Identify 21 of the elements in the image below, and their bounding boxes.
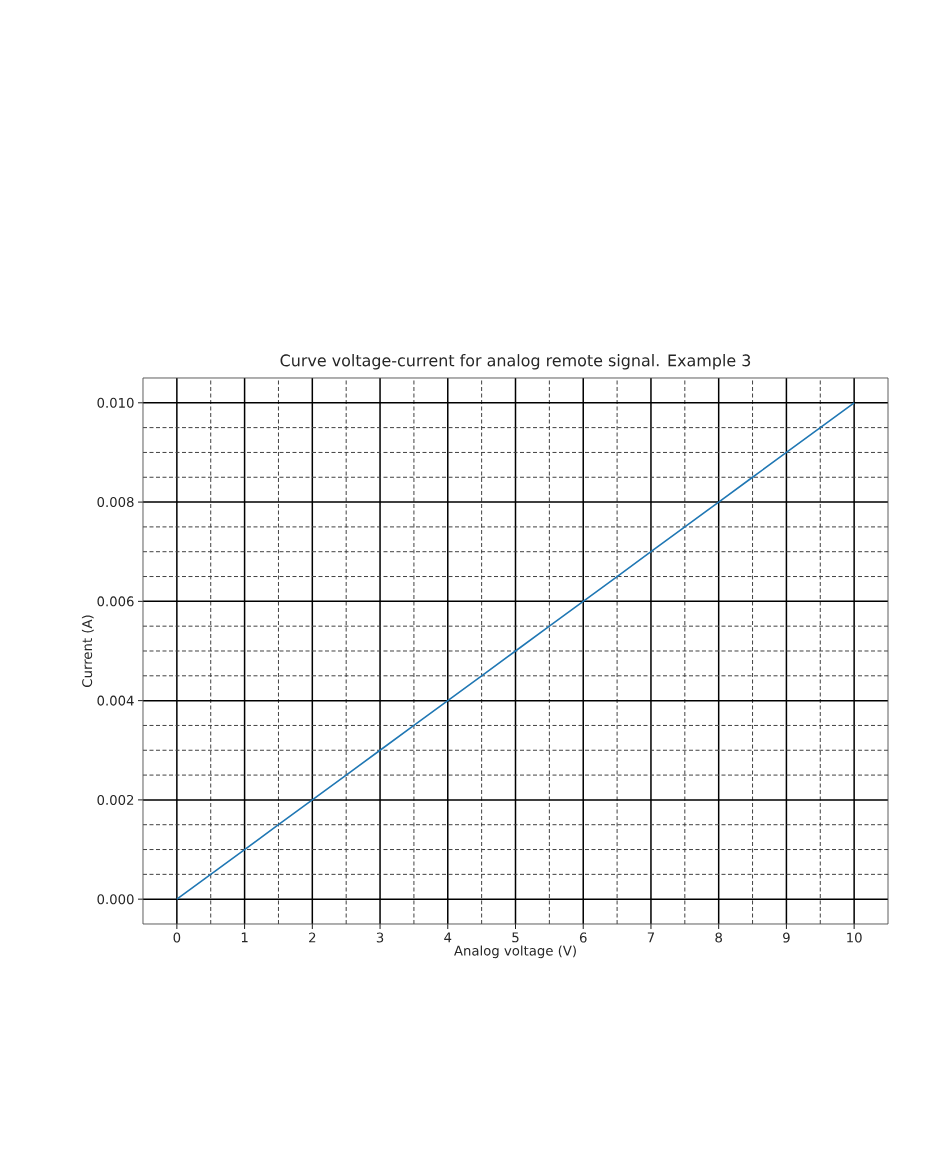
y-tick-label: 0.002	[97, 794, 134, 805]
y-tick-label: 0.010	[97, 397, 134, 408]
line-series	[176, 402, 855, 900]
chart-title: Curve voltage-current for analog remote signal. Example 3	[280, 354, 751, 370]
x-tick-label: 3	[376, 932, 384, 943]
x-tick-label: 2	[309, 932, 316, 943]
y-tick-label: 0.004	[97, 695, 134, 706]
x-tick-label: 6	[579, 932, 587, 943]
y-tick-label: 0.000	[97, 894, 134, 905]
y-tick-label: 0.008	[97, 497, 134, 508]
x-tick-label: 9	[783, 932, 790, 943]
x-tick-label: 5	[512, 932, 519, 943]
y-axis-title: Current (A)	[81, 615, 94, 687]
x-tick-label: 10	[847, 932, 862, 943]
y-tick-label: 0.006	[97, 596, 134, 607]
x-tick-label: 4	[444, 932, 452, 943]
x-tick-label: 0	[173, 932, 181, 943]
x-tick-label: 7	[647, 932, 655, 943]
x-tick-label: 8	[715, 932, 722, 943]
x-tick-label: 1	[241, 932, 248, 943]
x-axis-title: Analog voltage (V)	[454, 945, 576, 959]
